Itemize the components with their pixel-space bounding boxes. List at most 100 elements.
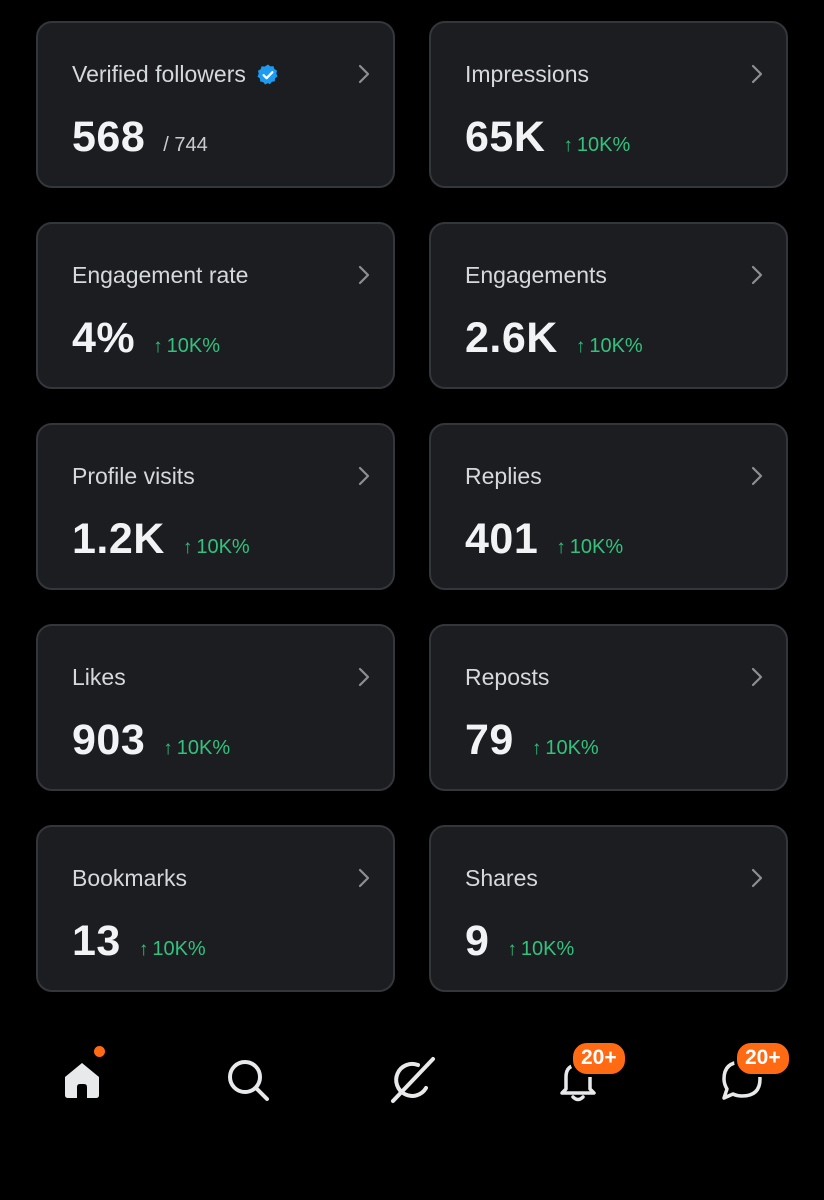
- metric-title-row: Replies: [465, 463, 542, 490]
- chevron-right-icon: [358, 868, 370, 888]
- metric-card-reposts[interactable]: Reposts 79 ↑ 10K%: [429, 624, 788, 791]
- metric-title-row: Profile visits: [72, 463, 195, 490]
- metric-change-value: 10K%: [520, 938, 575, 960]
- metric-title-row: Shares: [465, 865, 538, 892]
- metric-change-value: 10K%: [589, 335, 643, 357]
- metric-value-row: 65K ↑ 10K%: [465, 113, 630, 162]
- nav-grok[interactable]: [372, 1040, 452, 1120]
- metric-value: 9: [465, 917, 490, 965]
- metric-title: Replies: [465, 463, 542, 489]
- metric-value-row: 2.6K ↑ 10K%: [465, 314, 643, 363]
- chevron-right-icon: [751, 667, 763, 687]
- metric-change-value: 10K%: [166, 335, 221, 357]
- nav-notifications[interactable]: 20+: [538, 1040, 628, 1120]
- message-count-badge: 20+: [734, 1040, 792, 1077]
- metric-value: 568: [72, 113, 146, 161]
- metric-change: ↑ 10K%: [153, 335, 220, 358]
- metric-value: 2.6K: [465, 314, 558, 362]
- arrow-up-icon: ↑: [163, 738, 173, 759]
- metric-title-row: Likes: [72, 664, 126, 691]
- chevron-right-icon: [751, 64, 763, 84]
- arrow-up-icon: ↑: [138, 939, 149, 960]
- metric-value-row: 568 / 744: [72, 113, 208, 162]
- metric-change: ↑ 10K%: [507, 938, 574, 961]
- arrow-up-icon: ↑: [575, 336, 586, 357]
- metric-title-row: Engagements: [465, 262, 607, 289]
- metric-change: ↑ 10K%: [532, 737, 599, 760]
- metric-title: Bookmarks: [72, 865, 188, 891]
- metric-card-replies[interactable]: Replies 401 ↑ 10K%: [429, 423, 788, 590]
- metric-change: ↑ 10K%: [163, 737, 230, 760]
- chevron-right-icon: [358, 466, 370, 486]
- metric-value-row: 9 ↑ 10K%: [465, 917, 574, 966]
- metric-card-likes[interactable]: Likes 903 ↑ 10K%: [36, 624, 395, 791]
- metric-value: 903: [72, 716, 146, 764]
- metric-title-row: Bookmarks: [72, 865, 187, 892]
- metric-value: 79: [465, 716, 514, 764]
- metric-title-row: Engagement rate: [72, 262, 248, 289]
- arrow-up-icon: ↑: [556, 537, 566, 558]
- metric-value-row: 401 ↑ 10K%: [465, 515, 623, 564]
- metric-card-verified-followers[interactable]: Verified followers 568 / 744: [36, 21, 395, 188]
- metric-value-row: 4% ↑ 10K%: [72, 314, 220, 363]
- metric-title: Shares: [465, 865, 538, 891]
- arrow-up-icon: ↑: [153, 336, 163, 357]
- bottom-nav: 20+ 20+: [0, 1040, 824, 1120]
- metric-total: / 744: [163, 134, 208, 156]
- metric-value: 401: [465, 515, 539, 563]
- chevron-right-icon: [358, 64, 370, 84]
- nav-messages[interactable]: 20+: [702, 1040, 792, 1120]
- arrow-up-icon: ↑: [563, 135, 573, 156]
- verified-badge-icon: [256, 63, 280, 87]
- chevron-right-icon: [751, 868, 763, 888]
- metric-value-row: 79 ↑ 10K%: [465, 716, 599, 765]
- metric-value-row: 903 ↑ 10K%: [72, 716, 230, 765]
- metric-change-value: 10K%: [152, 938, 206, 960]
- metric-value-row: 13 ↑ 10K%: [72, 917, 206, 966]
- metric-card-engagements[interactable]: Engagements 2.6K ↑ 10K%: [429, 222, 788, 389]
- metric-title: Engagement rate: [72, 262, 249, 288]
- metric-value: 1.2K: [72, 515, 165, 563]
- metric-card-profile-visits[interactable]: Profile visits 1.2K ↑ 10K%: [36, 423, 395, 590]
- metric-change-value: 10K%: [569, 536, 624, 558]
- metric-title: Verified followers: [72, 61, 246, 87]
- metric-change: ↑ 10K%: [556, 536, 623, 559]
- metric-change: ↑ 10K%: [183, 536, 250, 559]
- metric-title: Reposts: [465, 664, 550, 690]
- notification-dot: [94, 1046, 105, 1057]
- metric-change-value: 10K%: [176, 737, 231, 759]
- metric-card-shares[interactable]: Shares 9 ↑ 10K%: [429, 825, 788, 992]
- metric-change: ↑ 10K%: [139, 938, 206, 961]
- metric-value: 65K: [465, 113, 546, 161]
- metric-title-row: Verified followers: [72, 61, 280, 88]
- nav-home[interactable]: [42, 1040, 122, 1120]
- chevron-right-icon: [751, 265, 763, 285]
- message-icon: [722, 1060, 762, 1100]
- metric-change-value: 10K%: [545, 737, 599, 759]
- chevron-right-icon: [358, 265, 370, 285]
- metric-card-impressions[interactable]: Impressions 65K ↑ 10K%: [429, 21, 788, 188]
- metric-title: Engagements: [465, 262, 607, 288]
- grok-icon: [391, 1057, 435, 1103]
- metric-change: ↑ 10K%: [576, 335, 643, 358]
- metric-title: Likes: [72, 664, 126, 690]
- metric-change: ↑ 10K%: [563, 134, 630, 157]
- metric-value-row: 1.2K ↑ 10K%: [72, 515, 250, 564]
- notification-count-badge: 20+: [570, 1040, 628, 1077]
- chevron-right-icon: [358, 667, 370, 687]
- arrow-up-icon: ↑: [182, 537, 193, 558]
- metric-value: 4%: [72, 314, 136, 362]
- metric-title-row: Impressions: [465, 61, 589, 88]
- metric-title: Impressions: [465, 61, 589, 87]
- metric-card-bookmarks[interactable]: Bookmarks 13 ↑ 10K%: [36, 825, 395, 992]
- metric-card-engagement-rate[interactable]: Engagement rate 4% ↑ 10K%: [36, 222, 395, 389]
- nav-search[interactable]: [208, 1040, 288, 1120]
- metric-change-value: 10K%: [576, 134, 631, 156]
- metrics-grid: Verified followers 568 / 744 Impressions…: [36, 21, 788, 992]
- arrow-up-icon: ↑: [507, 939, 517, 960]
- metric-change-value: 10K%: [196, 536, 250, 558]
- metric-title: Profile visits: [72, 463, 195, 489]
- metric-title-row: Reposts: [465, 664, 549, 691]
- arrow-up-icon: ↑: [531, 738, 542, 759]
- search-icon: [228, 1060, 269, 1101]
